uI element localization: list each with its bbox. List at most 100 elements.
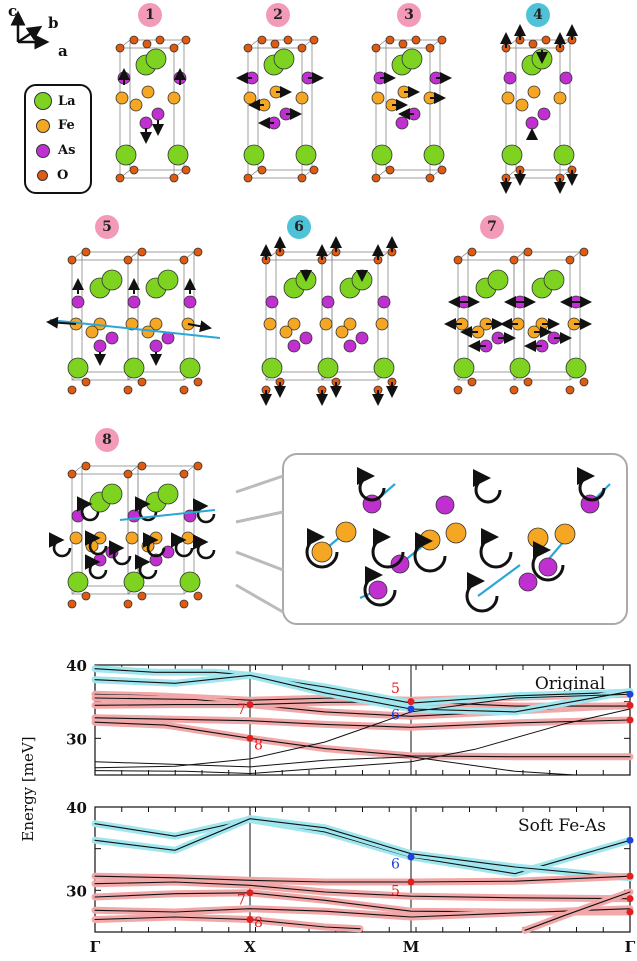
la-atom [501,144,523,166]
y-tick-label: 40 [66,799,87,817]
plot-title: Original [535,674,605,694]
o-atom [243,173,253,183]
fe-atom [554,523,576,545]
o-atom [179,599,189,609]
o-atom [270,39,280,49]
dispersion-curve [94,708,631,775]
la-atom [157,483,179,505]
o-atom [81,591,91,601]
mode-marker [407,853,415,861]
axis-b-label: b [48,14,59,32]
mode-label: 7 [237,893,246,909]
as-atom [435,495,455,515]
o-atom [81,377,91,387]
o-atom [181,35,191,45]
rotation-arrow [305,528,339,569]
mode-marker [626,836,634,844]
la-atom [243,144,265,166]
bond-line [477,564,521,597]
o-atom [193,247,203,257]
o-atom [181,165,191,175]
o-atom [565,255,575,265]
fe-atom [371,91,385,105]
la-atom [167,144,189,166]
x-tick-label: X [244,938,256,956]
mode-badge-2: 2 [266,3,290,27]
as-atom [93,339,107,353]
as-atom [355,331,369,345]
zoom-leader-line [235,583,284,614]
o-atom [283,35,293,45]
o-atom [297,43,307,53]
as-atom [71,295,85,309]
o-atom [385,165,395,175]
o-atom [371,173,381,183]
as-atom [93,553,107,567]
as-atom [139,116,153,130]
legend-label: La [58,93,76,109]
fe-atom [311,541,333,563]
mode-marker [626,872,634,880]
o-atom [398,39,408,49]
o-atom [123,469,133,479]
fe-atom [501,91,515,105]
la-atom [115,144,137,166]
o-atom [81,247,91,257]
o-atom [129,35,139,45]
mode-marker [246,889,254,897]
rotation-arrow [371,528,405,569]
fe-atom [319,317,333,331]
fe-atom [343,317,357,331]
atom-legend: La Fe As O [24,84,92,194]
la-atom [67,571,89,593]
dispersion-curve [94,756,576,776]
mode-label: 6 [391,707,400,723]
y-tick-label: 40 [66,657,87,675]
mode-marker [246,916,254,923]
fe-atom [295,91,309,105]
mode-label: 7 [237,702,246,718]
o-atom [509,255,519,265]
zoom-leader-line [235,474,284,494]
la-atom [371,144,393,166]
as-atom [377,295,391,309]
la-atom [401,48,423,70]
o-atom [243,43,253,53]
rotation-arrow [142,532,166,558]
o-atom [509,385,519,395]
displacement-arrow [187,320,212,333]
la-atom [123,571,145,593]
dispersion-curve [94,818,631,875]
o-atom [81,461,91,471]
o-atom [257,35,267,45]
as-atom [149,339,163,353]
fe-atom [149,317,163,331]
as-atom [537,107,551,121]
fe-atom [69,531,83,545]
phonon-mode-structures [46,24,628,625]
dispersion-curve [94,875,631,883]
o-atom [467,377,477,387]
fe-atom [279,325,293,339]
as-atom [525,116,539,130]
la-atom [543,269,565,291]
rotation-arrow [356,467,386,502]
as-atom [287,339,301,353]
o-atom [67,599,77,609]
la-atom [509,357,531,379]
mode-label: 5 [391,883,400,899]
o-atom [425,173,435,183]
bond-line [49,319,221,339]
rotation-arrow [531,541,565,582]
fe-atom [445,522,467,544]
o-atom [411,35,421,45]
o-atom [67,255,77,265]
o-atom [155,35,165,45]
o-atom [137,377,147,387]
fe-atom [85,325,99,339]
la-atom [453,357,475,379]
as-atom [151,107,165,121]
fe-atom [141,325,155,339]
rotation-arrow [192,534,216,560]
o-atom [467,247,477,257]
